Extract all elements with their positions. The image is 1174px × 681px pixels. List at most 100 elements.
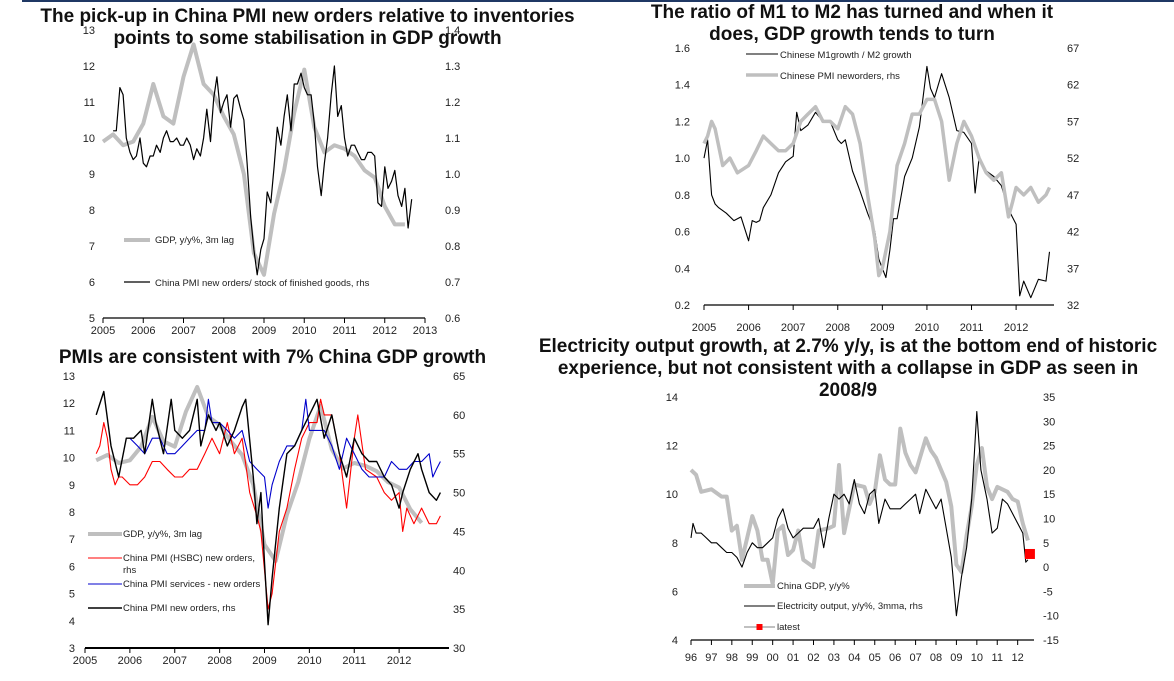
series-line-china-pmi-new-orders-stock-of-finished-goods-rhs [113,65,413,276]
y-right-tick-label: 10 [1043,514,1055,526]
series-line-gdp-y-y-3m-lag [95,384,424,563]
y-left-tick-label: 7 [89,241,95,253]
y-right-tick-label: 1.4 [445,25,460,37]
x-tick-label: 2005 [692,322,716,334]
x-tick-label: 09 [950,652,962,664]
y-right-tick-label: 65 [453,371,465,383]
y-left-tick-label: 10 [83,133,95,145]
legend-label-cont: rhs [123,565,136,576]
y-right-tick-label: 0.6 [445,313,460,325]
y-right-tick-label: 32 [1067,300,1079,312]
y-left-tick-label: 0.4 [675,263,690,275]
series-line-china-pmi-new-orders-rhs [95,390,442,626]
y-right-tick-label: 0 [1043,562,1049,574]
y-left-tick-label: 8 [69,507,75,519]
series-line-electricity-output-y-y-3mma-rhs [690,411,1029,617]
chart-3: 2005 2006 2007 2008 2009 2010 2011 201234567891… [63,371,466,667]
x-tick-label: 2011 [333,325,357,337]
y-left-tick-label: 5 [69,589,75,601]
top-border-line [22,0,1174,2]
y-left-tick-label: 8 [89,205,95,217]
legend-label: China PMI (HSBC) new orders, [123,553,255,564]
y-right-tick-label: 5 [1043,538,1049,550]
legend-marker [756,624,763,630]
legend-label: Chinese M1growth / M2 growth [780,50,911,61]
y-right-tick-label: 1.3 [445,61,460,73]
y-left-tick-label: 9 [89,169,95,181]
x-tick-label: 04 [848,652,860,664]
x-tick-label: 2010 [292,325,316,337]
x-tick-label: 2008 [212,325,236,337]
y-right-tick-label: -5 [1043,586,1053,598]
y-right-tick-label: 0.9 [445,205,460,217]
y-left-tick-label: 10 [63,453,75,465]
x-tick-label: 96 [685,652,697,664]
y-right-tick-label: 35 [1043,392,1055,404]
y-left-tick-label: 0.8 [675,190,690,202]
x-tick-label: 07 [909,652,921,664]
legend-label: China GDP, y/y% [777,581,850,592]
x-tick-label: 08 [930,652,942,664]
legend-label: GDP, y/y%, 3m lag [123,529,202,540]
y-left-tick-label: 4 [672,635,678,647]
y-left-tick-label: 13 [63,371,75,383]
x-tick-label: 03 [828,652,840,664]
legend-label: China PMI services - new orders [123,579,261,590]
x-tick-label: 2012 [387,655,411,667]
chart-title-3: PMIs are consistent with 7% China GDP gr… [58,347,487,368]
x-tick-label: 05 [869,652,881,664]
y-right-tick-label: 50 [453,488,465,500]
y-left-tick-label: 12 [83,61,95,73]
x-tick-label: 2008 [826,322,850,334]
chart-4: 96 97 98 99 00 01 02 03 04 05 06 07 08 09 10 11 12468101… [666,392,1059,664]
x-tick-label: 2008 [207,655,231,667]
x-tick-label: 2009 [252,655,276,667]
legend-label: GDP, y/y%, 3m lag [155,235,234,246]
x-tick-label: 2005 [73,655,97,667]
x-tick-label: 01 [787,652,799,664]
y-right-tick-label: 45 [453,526,465,538]
x-tick-label: 2006 [736,322,760,334]
x-tick-label: 2012 [1004,322,1028,334]
y-left-tick-label: 1.2 [675,116,690,128]
y-left-tick-label: 6 [672,586,678,598]
x-tick-label: 00 [767,652,779,664]
y-left-tick-label: 10 [666,489,678,501]
x-tick-label: 11 [992,652,1003,664]
series-line-china-pmi-services-new-orders [129,398,441,509]
y-right-tick-label: 0.8 [445,241,460,253]
y-left-tick-label: 12 [63,398,75,410]
y-left-tick-label: 3 [69,643,75,655]
y-left-tick-label: 12 [666,441,678,453]
chart-title-4: Electricity output growth, at 2.7% y/y, … [538,336,1158,401]
x-tick-label: 2007 [781,322,805,334]
y-left-tick-label: 11 [84,97,95,109]
x-tick-label: 2013 [413,325,437,337]
legend-label: latest [777,622,800,633]
y-right-tick-label: 15 [1043,489,1055,501]
y-right-tick-label: 1.1 [445,133,460,145]
y-right-tick-label: 52 [1067,153,1079,165]
x-tick-label: 2006 [118,655,142,667]
x-tick-label: 10 [971,652,983,664]
y-right-tick-label: 62 [1067,80,1079,92]
chart-title-2: The ratio of M1 to M2 has turned and whe… [650,2,1054,45]
chart-2: 2005 2006 2007 2008 2009 2010 2011 2012 0.2 0.4 0.… [675,43,1080,334]
y-right-tick-label: 42 [1067,227,1079,239]
y-right-tick-label: 1.2 [445,97,460,109]
y-right-tick-label: 55 [453,449,465,461]
x-tick-label: 2005 [91,325,115,337]
legend-label: China PMI new orders, rhs [123,603,236,614]
x-tick-label: 06 [889,652,901,664]
x-tick-label: 98 [726,652,738,664]
chart-1: 2005 2006 2007 2008 2009 2010 2011 2012 2013 5 6 7 8… [83,25,461,337]
legend-label: Electricity output, y/y%, 3mma, rhs [777,601,923,612]
y-left-tick-label: 8 [672,538,678,550]
y-right-tick-label: 37 [1067,263,1079,275]
y-right-tick-label: 20 [1043,465,1055,477]
y-right-tick-label: 57 [1067,116,1079,128]
y-right-tick-label: 0.7 [445,277,460,289]
y-right-tick-label: 60 [453,410,465,422]
y-left-tick-label: 4 [69,616,75,628]
